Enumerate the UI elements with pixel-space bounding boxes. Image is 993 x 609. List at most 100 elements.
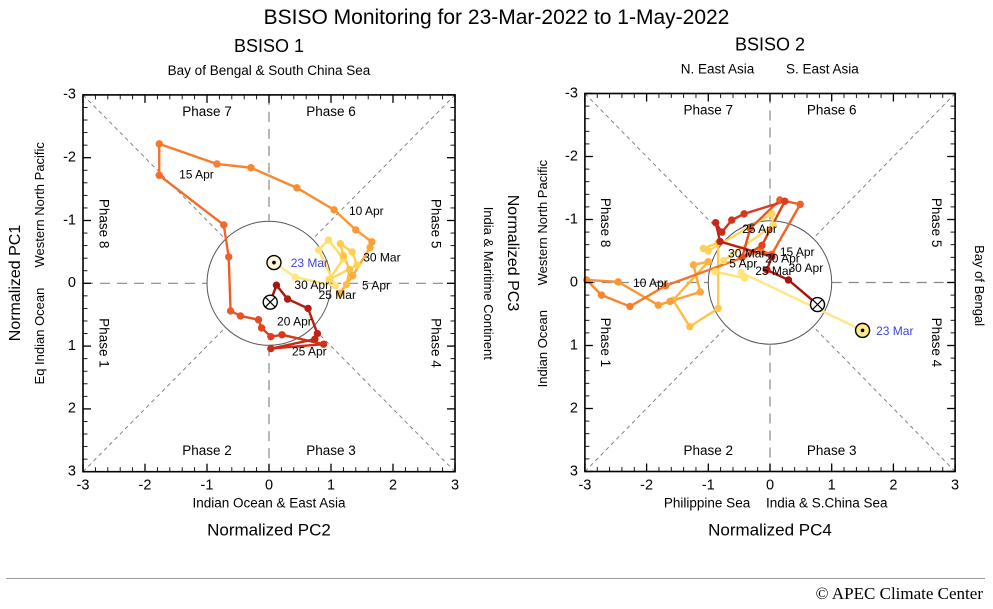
- trajectory-segment: [770, 203, 802, 256]
- trajectory-segment: [293, 275, 337, 288]
- trajectory-point: [155, 171, 163, 179]
- phase-label: Phase 5: [429, 199, 444, 249]
- date-annotation: 30 Apr: [789, 261, 824, 275]
- x-tick-label: -3: [578, 478, 591, 494]
- y-tick-label: 2: [570, 400, 578, 416]
- trajectory-point: [597, 291, 606, 299]
- x-tick-label: -2: [139, 478, 152, 494]
- trajectory-segment: [306, 307, 319, 335]
- diagonal-dashed-line: [312, 94, 456, 240]
- trajectory-point: [345, 265, 354, 274]
- phase-label: Phase 7: [182, 104, 232, 119]
- phase-label: Phase 6: [306, 104, 356, 119]
- trajectory-point: [335, 289, 344, 298]
- trajectory-point: [716, 237, 724, 246]
- diagonal-dashed-line: [584, 93, 727, 239]
- diagonal-dashed-line: [312, 327, 456, 473]
- trajectory-segment: [295, 186, 336, 212]
- trajectory-point: [738, 253, 746, 261]
- panel-title: BSISO 1: [234, 36, 304, 56]
- trajectory-segment: [222, 223, 230, 259]
- trajectory-point: [746, 224, 754, 233]
- x-tick-label: -1: [702, 478, 715, 494]
- diagonal-dashed-line: [82, 94, 226, 240]
- trajectory-point: [348, 248, 356, 256]
- trajectory-segment: [765, 268, 790, 282]
- y-tick-label: -1: [565, 211, 578, 227]
- trajectory-segment: [722, 223, 775, 262]
- trajectory-segment: [692, 263, 702, 294]
- date-annotation: 30 Apr: [294, 278, 329, 292]
- phase-label: Phase 3: [306, 443, 356, 458]
- trajectory-point: [718, 228, 726, 236]
- trajectory-segment: [351, 246, 372, 277]
- trajectory-point: [254, 316, 263, 324]
- x-tick-label: 3: [951, 478, 959, 494]
- top-region-label: S. East Asia: [786, 62, 859, 77]
- trajectory-point: [311, 335, 319, 343]
- trajectory-segment: [327, 257, 345, 281]
- date-annotation: 20 Apr: [277, 314, 312, 328]
- unit-circle: [206, 220, 332, 346]
- x-tick-label: 3: [451, 478, 459, 494]
- trajectory-point: [213, 160, 221, 168]
- x-tick-label: 2: [389, 478, 397, 494]
- date-annotation: 5 Apr: [362, 279, 390, 293]
- y-tick-label: 0: [570, 274, 578, 290]
- trajectory-point: [757, 247, 765, 255]
- x-tick-label: -2: [640, 478, 653, 494]
- trajectory-point: [336, 240, 344, 248]
- trajectory-point: [349, 272, 357, 280]
- phase-label: Phase 4: [429, 318, 444, 368]
- trajectory-point: [291, 273, 299, 281]
- trajectory-point: [720, 256, 728, 265]
- phase-label: Phase 1: [96, 318, 111, 368]
- trajectory-segment: [742, 200, 787, 216]
- trajectory-segment: [227, 255, 232, 313]
- trajectory-segment: [585, 278, 620, 284]
- trajectory-point: [784, 276, 793, 284]
- y-tick-label: -1: [63, 212, 76, 228]
- date-annotation: 23 Mar: [291, 256, 328, 270]
- y-axis-label: Normalized PC3: [504, 195, 521, 312]
- date-annotation: 15 Apr: [179, 167, 214, 181]
- trajectory-point: [331, 282, 340, 290]
- trajectory-segment: [332, 208, 357, 232]
- diagonal-dashed-line: [82, 327, 226, 473]
- diagonal-dashed-line: [584, 326, 727, 472]
- start-marker-dot: [272, 260, 276, 265]
- trajectory-point: [737, 268, 745, 277]
- trajectory-point: [711, 268, 719, 276]
- bsiso2-panel: Phase 7 Phase 6 Phase 8 Phase 5 Phase 1 Phase…: [504, 35, 987, 540]
- trajectory-segment: [158, 174, 225, 227]
- date-annotation: 23 Mar: [876, 324, 913, 338]
- trajectory-point: [225, 253, 233, 261]
- date-annotation: 20 Apr: [765, 251, 800, 265]
- trajectory-segment: [269, 337, 317, 350]
- trajectory-point: [283, 295, 292, 303]
- trajectory-point: [666, 297, 674, 306]
- trajectory-segment: [671, 298, 691, 328]
- bsiso1-panel: Phase 7 Phase 6 Phase 8 Phase 5 Phase 1 Phase…: [7, 36, 496, 540]
- x-axis-label: Normalized PC2: [207, 521, 331, 540]
- trajectory-point: [368, 238, 376, 246]
- trajectory-point: [352, 226, 360, 234]
- trajectory-segment: [688, 307, 720, 328]
- y-tick-label: 2: [68, 401, 76, 417]
- trajectory-point: [686, 322, 694, 331]
- left-region-label: Indian Ocean: [535, 310, 550, 387]
- trajectory-point: [226, 307, 235, 315]
- left-region-label: Western North Pacific: [535, 159, 550, 285]
- trajectory-point: [293, 184, 301, 192]
- phase-label: Phase 2: [684, 443, 734, 458]
- trajectory-point: [313, 329, 322, 338]
- x-tick-label: 0: [766, 478, 774, 494]
- trajectory-point: [330, 206, 338, 214]
- trajectory-segment: [617, 280, 660, 307]
- trajectory-point: [267, 332, 275, 341]
- trajectory-point: [654, 301, 663, 309]
- copyright-text: © APEC Climate Center: [815, 584, 983, 603]
- trajectory-point: [662, 281, 670, 290]
